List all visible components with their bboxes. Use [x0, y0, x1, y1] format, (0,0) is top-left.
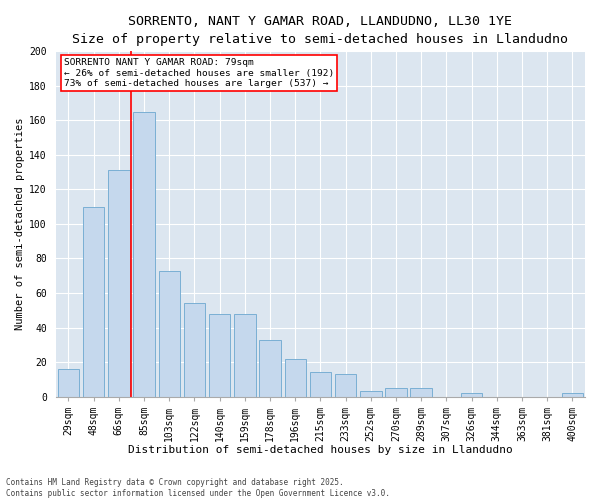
- Title: SORRENTO, NANT Y GAMAR ROAD, LLANDUDNO, LL30 1YE
Size of property relative to se: SORRENTO, NANT Y GAMAR ROAD, LLANDUDNO, …: [73, 15, 568, 46]
- Y-axis label: Number of semi-detached properties: Number of semi-detached properties: [15, 118, 25, 330]
- Bar: [108, 170, 130, 396]
- Bar: [310, 372, 331, 396]
- Bar: [259, 340, 281, 396]
- Bar: [133, 112, 155, 397]
- Bar: [234, 314, 256, 396]
- Text: SORRENTO NANT Y GAMAR ROAD: 79sqm
← 26% of semi-detached houses are smaller (192: SORRENTO NANT Y GAMAR ROAD: 79sqm ← 26% …: [64, 58, 334, 88]
- Bar: [184, 304, 205, 396]
- Bar: [335, 374, 356, 396]
- Bar: [410, 388, 432, 396]
- X-axis label: Distribution of semi-detached houses by size in Llandudno: Distribution of semi-detached houses by …: [128, 445, 513, 455]
- Bar: [83, 206, 104, 396]
- Bar: [284, 358, 306, 397]
- Bar: [58, 369, 79, 396]
- Bar: [385, 388, 407, 396]
- Bar: [360, 392, 382, 396]
- Bar: [562, 393, 583, 396]
- Bar: [158, 270, 180, 396]
- Bar: [209, 314, 230, 396]
- Text: Contains HM Land Registry data © Crown copyright and database right 2025.
Contai: Contains HM Land Registry data © Crown c…: [6, 478, 390, 498]
- Bar: [461, 393, 482, 396]
